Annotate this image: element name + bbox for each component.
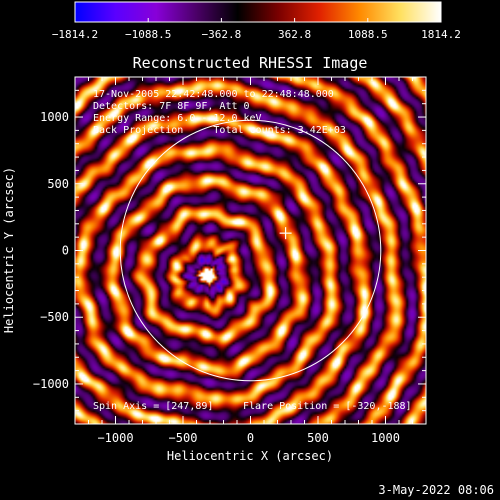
colorbar-ticks — [74, 18, 442, 22]
annotation-time-range: 17-Nov-2005 22:42:48.000 to 22:48:48.000 — [93, 89, 334, 100]
colorbar-tick-label: −1088.5 — [125, 28, 171, 41]
y-axis-label: Heliocentric Y (arcsec) — [2, 167, 16, 333]
flare-position-label: Flare Position = [-320,-188] — [243, 401, 412, 412]
x-tick-label: 0 — [247, 431, 254, 445]
y-tick-label: 500 — [47, 177, 69, 191]
annotation-method-counts: Back Projection Total counts: 3.42E+03 — [93, 125, 346, 136]
annotation-detectors: Detectors: 7F 8F 9F, Att 0 — [93, 101, 250, 112]
cross-marker — [279, 227, 292, 240]
x-tick-label: 1000 — [371, 431, 400, 445]
y-tick-label: 1000 — [40, 110, 69, 124]
y-tick-label: −500 — [40, 310, 69, 324]
colorbar-tick-label: −1814.2 — [52, 28, 98, 41]
x-tick-label: −1000 — [97, 431, 133, 445]
y-tick-label: −1000 — [33, 377, 69, 391]
y-tick-label: 0 — [62, 244, 69, 258]
x-tick-label: −500 — [169, 431, 198, 445]
spin-axis-label: Spin Axis = [247,89] — [93, 401, 213, 412]
colorbar-tick-label: 1088.5 — [348, 28, 388, 41]
footer-date: 3-May-2022 08:06 — [378, 483, 494, 497]
x-axis-label: Heliocentric X (arcsec) — [167, 449, 333, 463]
colorbar-tick-label: 362.8 — [278, 28, 311, 41]
x-tick-label: 500 — [307, 431, 329, 445]
x-ticks: −1000 −500 0 500 1000 — [88, 77, 413, 445]
colorbar-tick-label: 1814.2 — [421, 28, 461, 41]
y-ticks: −1000 −500 0 500 1000 — [33, 89, 426, 412]
colorbar-tick-label: −362.8 — [202, 28, 242, 41]
colorbar-tick-labels: −1814.2 −1088.5 −362.8 362.8 1088.5 1814.2 — [52, 28, 461, 41]
heatmap-image — [75, 77, 426, 424]
chart-title: Reconstructed RHESSI Image — [133, 54, 368, 72]
solar-disk-circle — [119, 119, 382, 382]
annotation-energy-range: Energy Range: 6.0 - 12.0 keV — [93, 113, 262, 124]
colorbar — [74, 1, 442, 23]
